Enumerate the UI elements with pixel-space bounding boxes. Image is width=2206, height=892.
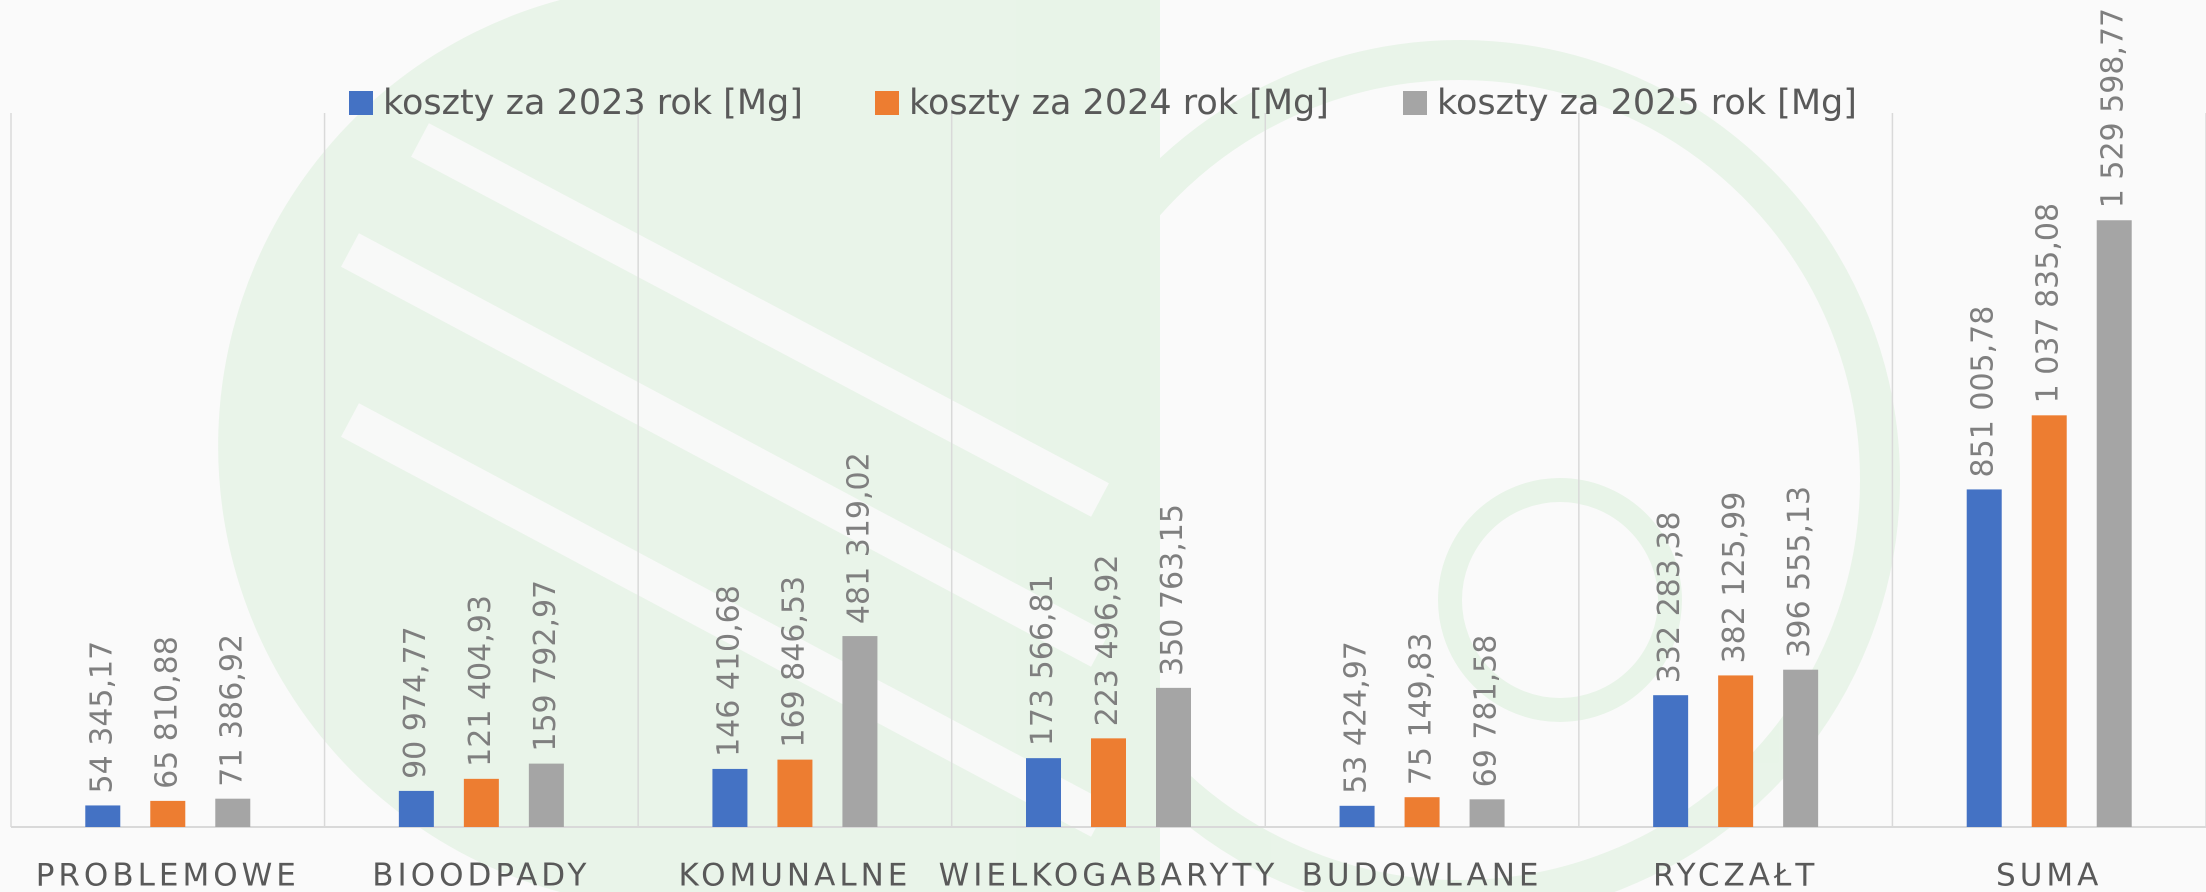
chart: koszty za 2023 rok [Mg] koszty za 2024 ro…	[0, 0, 2206, 892]
bar	[1156, 688, 1191, 827]
x-tick-label: BUDOWLANE	[1302, 858, 1543, 892]
bar	[1340, 806, 1375, 827]
x-tick-label: WIELKOGABARYTY	[939, 858, 1279, 892]
data-label: 75 149,83	[1404, 633, 1439, 786]
data-label: 332 283,38	[1652, 511, 1687, 683]
x-tick-label: SUMA	[1996, 858, 2102, 892]
legend-label: koszty za 2024 rok [Mg]	[909, 83, 1329, 123]
data-label: 382 125,99	[1717, 492, 1752, 664]
x-tick-label: PROBLEMOWE	[36, 858, 300, 892]
legend-label: koszty za 2025 rok [Mg]	[1437, 83, 1857, 123]
data-label: 481 319,02	[841, 452, 876, 624]
data-label: 69 781,58	[1469, 635, 1504, 788]
bar	[842, 636, 877, 827]
bar	[1405, 797, 1440, 827]
bar	[1470, 799, 1505, 827]
x-tick-label: RYCZAŁT	[1653, 858, 1818, 892]
bar	[399, 791, 434, 827]
data-label: 65 810,88	[149, 636, 184, 789]
bar	[712, 769, 747, 827]
bar	[464, 779, 499, 827]
data-label: 173 566,81	[1025, 574, 1060, 746]
legend-swatch	[1403, 91, 1427, 115]
legend-swatch	[875, 91, 899, 115]
data-label: 223 496,92	[1090, 555, 1125, 727]
data-label: 851 005,78	[1966, 306, 2001, 478]
data-label: 54 345,17	[84, 641, 119, 794]
data-label: 396 555,13	[1782, 486, 1817, 658]
data-label: 71 386,92	[214, 634, 249, 787]
bar	[1967, 489, 2002, 827]
bar	[85, 805, 120, 827]
data-label: 121 404,93	[463, 595, 498, 767]
bar	[1653, 695, 1688, 827]
data-label: 350 763,15	[1155, 504, 1190, 676]
bar	[150, 801, 185, 827]
bar	[777, 760, 812, 827]
bar	[2097, 220, 2132, 827]
bar	[2032, 415, 2067, 827]
bar	[1783, 670, 1818, 827]
data-label: 169 846,53	[776, 576, 811, 748]
bar	[529, 764, 564, 827]
data-label: 53 424,97	[1339, 641, 1374, 794]
data-label: 159 792,97	[528, 580, 563, 752]
x-tick-label: KOMUNALNE	[678, 858, 911, 892]
bar	[1718, 675, 1753, 827]
bar	[1091, 738, 1126, 827]
data-label: 1 037 835,08	[2031, 203, 2066, 403]
bar	[215, 799, 250, 827]
data-label: 90 974,77	[398, 626, 433, 779]
legend-label: koszty za 2023 rok [Mg]	[383, 83, 803, 123]
bar	[1026, 758, 1061, 827]
x-tick-label: BIOODPADY	[372, 858, 590, 892]
data-label: 1 529 598,77	[2096, 8, 2131, 208]
data-label: 146 410,68	[711, 585, 746, 757]
legend-swatch	[349, 91, 373, 115]
